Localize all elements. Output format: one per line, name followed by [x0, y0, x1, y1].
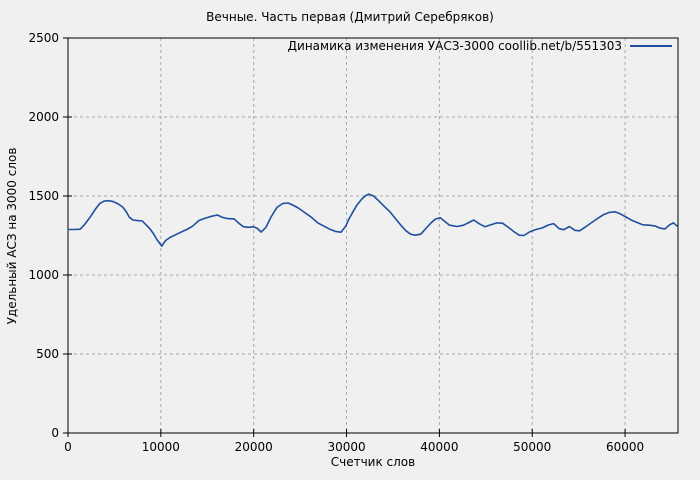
y-axis-label: Удельный АСЗ на 3000 слов — [5, 148, 19, 325]
legend-label: Динамика изменения УАСЗ-3000 coollib.net… — [288, 39, 622, 53]
y-tick-label-2000: 2000 — [28, 110, 59, 124]
x-tick-label-30000: 30000 — [327, 440, 365, 454]
axis-tick-labels: 0 10000 20000 30000 40000 50000 60000 0 500 1000 1… — [28, 31, 644, 454]
y-tick-label-500: 500 — [36, 347, 59, 361]
x-tick-label-0: 0 — [64, 440, 72, 454]
y-tick-label-1500: 1500 — [28, 189, 59, 203]
x-tick-label-40000: 40000 — [420, 440, 458, 454]
data-series-line — [67, 193, 679, 247]
y-tick-label-2500: 2500 — [28, 31, 59, 45]
x-tick-label-10000: 10000 — [142, 440, 180, 454]
x-axis-label: Счетчик слов — [331, 455, 415, 469]
x-tick-label-50000: 50000 — [513, 440, 551, 454]
y-tick-label-1000: 1000 — [28, 268, 59, 282]
chart-title: Вечные. Часть первая (Дмитрий Серебряков… — [206, 10, 494, 24]
y-tick-label-0: 0 — [51, 426, 59, 440]
plot-border — [67, 37, 679, 434]
x-tick-label-20000: 20000 — [235, 440, 273, 454]
x-tick-label-60000: 60000 — [606, 440, 644, 454]
